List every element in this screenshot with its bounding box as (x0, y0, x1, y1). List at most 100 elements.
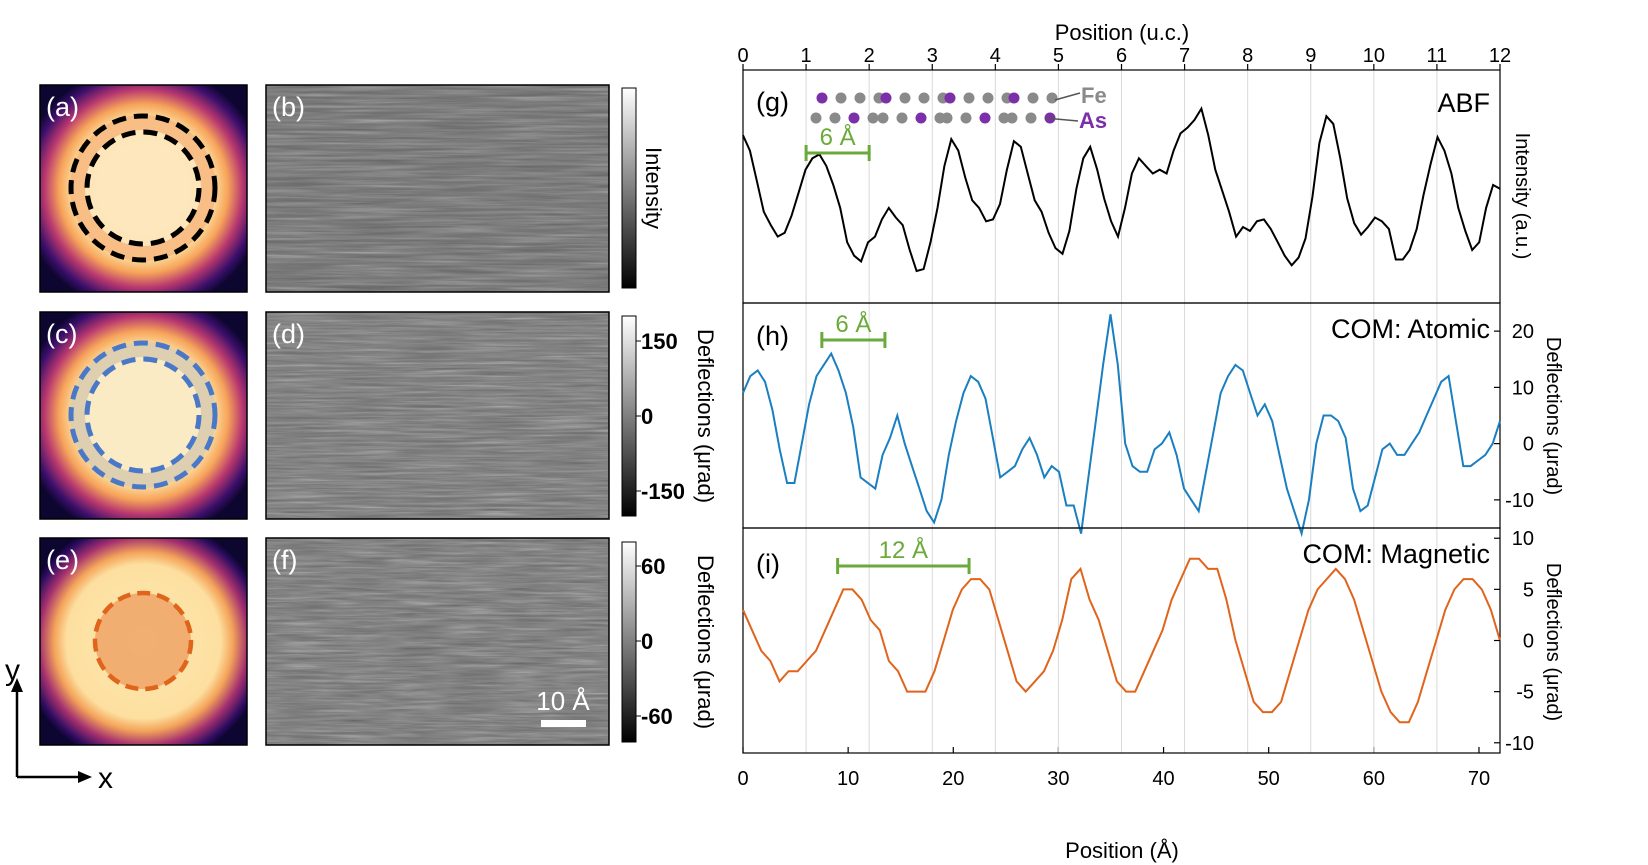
panel-label: (a) (46, 92, 79, 122)
fe-atom (896, 112, 908, 124)
fe-atom (1046, 92, 1058, 104)
detector-outer-ring (68, 340, 218, 490)
top-tick-label: 12 (1489, 45, 1511, 67)
top-tick-label: 5 (1053, 45, 1064, 67)
fe-atom (1027, 92, 1039, 104)
y-axis-ticks: 10 5 0 -5 -10 (1494, 528, 1534, 755)
detector-panel-e: (e) (39, 537, 248, 746)
top-tick-label: 0 (737, 45, 748, 67)
y-tick-label: 10 (1512, 377, 1534, 399)
scale-bar-label: 10 Å (536, 686, 590, 716)
colorbar-tick: -150 (641, 479, 685, 504)
panel-title: ABF (1437, 88, 1490, 118)
scale-bar (541, 720, 586, 727)
as-atom (979, 112, 991, 124)
y-tick-label: -5 (1516, 682, 1534, 704)
panel-title: COM: Magnetic (1302, 539, 1490, 569)
top-tick-label: 3 (927, 45, 938, 67)
detector-panel-a: (a) (39, 84, 248, 293)
panel-label: (i) (756, 549, 780, 579)
colorbar-f: 60 0 -60 Deflections (μrad) (621, 541, 718, 743)
y-axis-title: Deflections (μrad) (1542, 563, 1564, 721)
panel-label: (b) (272, 92, 305, 122)
fe-atom (941, 112, 953, 124)
scale-marker: 6 Å (820, 310, 887, 348)
top-tick-label: 1 (801, 45, 812, 67)
detector-inner-ring (84, 129, 202, 247)
panel-label: (c) (46, 319, 77, 349)
axis-y-label: y (5, 654, 20, 687)
fe-atom (867, 112, 879, 124)
top-tick-label: 10 (1363, 45, 1385, 67)
as-atom (816, 92, 828, 104)
bottom-tick-label: 70 (1468, 768, 1490, 790)
fe-label: Fe (1081, 83, 1107, 108)
bottom-tick-label: 10 (837, 768, 859, 790)
bottom-tick-label: 60 (1363, 768, 1385, 790)
fe-atom (829, 112, 841, 124)
bottom-tick-label: 0 (737, 768, 748, 790)
top-tick-label: 8 (1242, 45, 1253, 67)
bottom-axis-label: Position (Å) (1065, 838, 1179, 863)
detector-panel-c: (c) (39, 311, 248, 520)
colorbar-tick: 60 (641, 554, 665, 579)
colorbar-tick: 0 (641, 629, 653, 654)
magnetic-profile-line (742, 557, 1501, 724)
colorbar-title: Intensity (641, 147, 666, 229)
atom-legend: Fe As (810, 83, 1107, 133)
atomic-profile-line (742, 314, 1501, 538)
colorbar-tick: 150 (641, 329, 678, 354)
colorbar-title: Deflections (μrad) (693, 555, 718, 729)
as-atom (848, 112, 860, 124)
panel-label: (d) (272, 319, 305, 349)
panel-label: (e) (46, 545, 79, 575)
y-tick-label: -10 (1505, 490, 1534, 512)
as-atom (880, 92, 892, 104)
top-tick-label: 11 (1427, 45, 1448, 67)
fe-atom (918, 92, 930, 104)
colorbar-d: 150 0 -150 Deflections (μrad) (621, 315, 718, 517)
y-tick-label: 20 (1512, 321, 1534, 343)
as-atom (915, 112, 927, 124)
y-tick-label: -10 (1505, 733, 1534, 755)
fe-atom (854, 92, 866, 104)
fe-atom (835, 92, 847, 104)
y-tick-label: 0 (1523, 434, 1534, 456)
y-tick-label: 0 (1523, 631, 1534, 653)
abf-profile-line (742, 106, 1501, 273)
detector-inner-ring (84, 356, 202, 474)
colorbar-b: Intensity (621, 87, 666, 289)
fe-atom (960, 112, 972, 124)
fe-atom (963, 92, 975, 104)
detector-disk-ring (92, 590, 194, 692)
y-tick-label: 5 (1523, 579, 1534, 601)
axis-x-label: x (98, 762, 113, 795)
bottom-tick-label: 50 (1258, 768, 1280, 790)
detector-outer-ring (68, 113, 218, 263)
top-axis-label: Position (u.c.) (1055, 20, 1190, 45)
fe-atom (899, 92, 911, 104)
scale-marker: 6 Å (804, 123, 871, 161)
fe-atom (1025, 112, 1037, 124)
fe-atom (982, 92, 994, 104)
top-tick-label: 6 (1116, 45, 1127, 67)
as-atom (944, 92, 956, 104)
bottom-tick-label: 30 (1047, 768, 1069, 790)
fe-atom (998, 112, 1010, 124)
map-panel-b: (b) (265, 84, 610, 293)
colorbar-tick: -60 (641, 704, 673, 729)
bottom-tick-label: 20 (942, 768, 964, 790)
fe-atom (810, 112, 822, 124)
bottom-tick-label: 40 (1152, 768, 1174, 790)
profile-panel-i: (i) COM: Magnetic 10 5 0 -5 -10 Deflections … (742, 527, 1564, 755)
xy-axes-indicator: y x (5, 654, 113, 795)
scale-label: 6 Å (835, 310, 871, 338)
top-axis-ticks: 0 1 2 3 4 5 6 7 8 9 10 11 12 (737, 45, 1511, 70)
colorbar-title: Deflections (μrad) (693, 329, 718, 503)
y-axis-title: Intensity (a.u.) (1511, 133, 1533, 260)
as-label: As (1079, 108, 1107, 133)
panel-title: COM: Atomic (1331, 314, 1490, 344)
top-tick-label: 2 (864, 45, 875, 67)
